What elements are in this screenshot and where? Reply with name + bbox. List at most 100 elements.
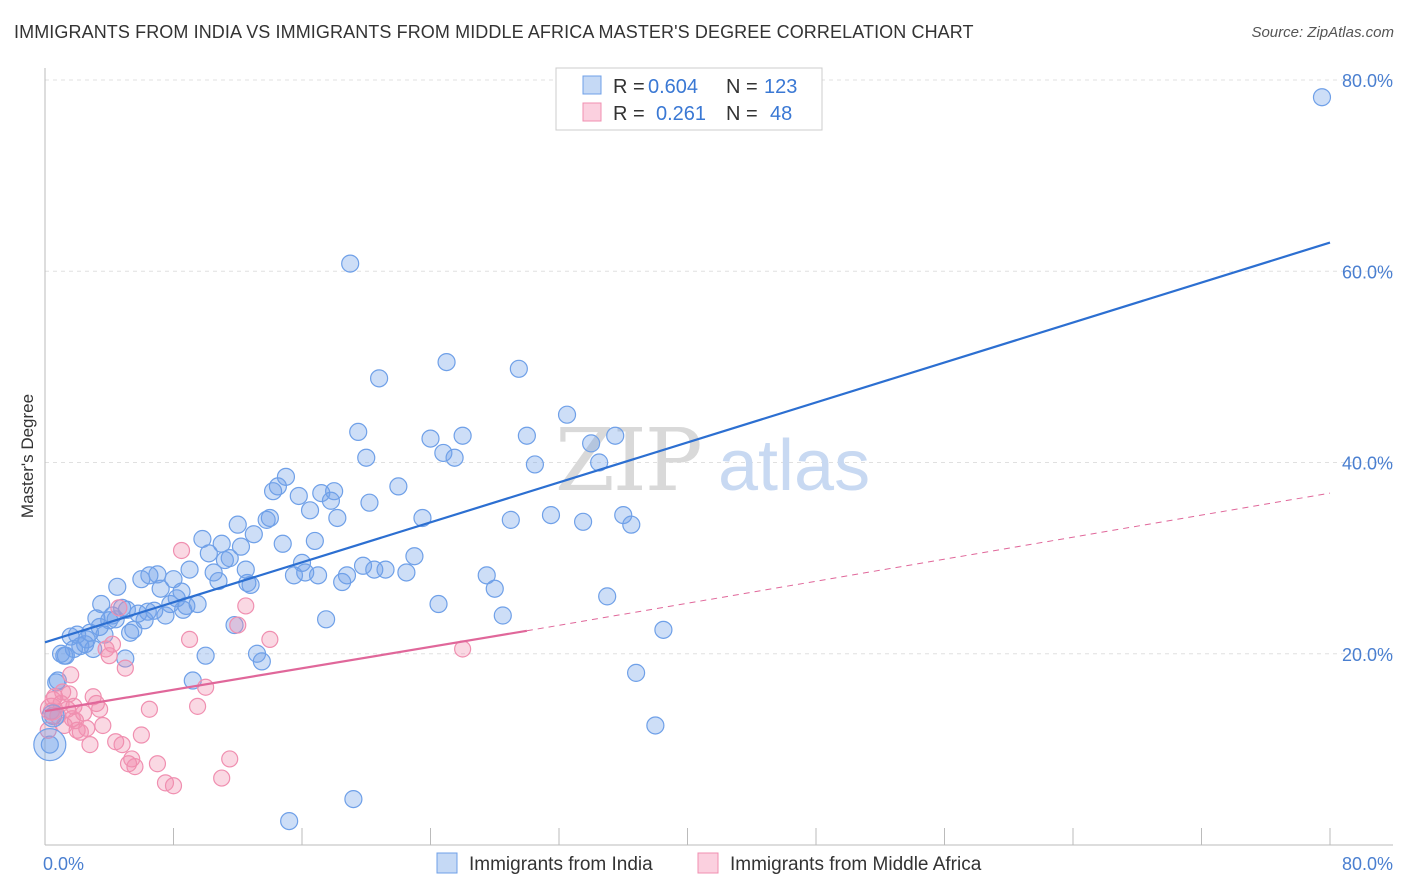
legend-swatch-middle-africa [582,102,602,122]
point-india [493,606,512,625]
point-india [138,602,157,621]
legend-n-label-middle-africa: N = [726,103,758,125]
point-middle-africa [103,635,122,653]
point-middle-africa [213,769,231,787]
point-india [353,556,373,575]
y-tick-label: 40.0% [1342,454,1393,474]
point-middle-africa [197,678,215,696]
point-india [557,405,577,424]
point-india [40,735,59,754]
x-tick-label-max: 80.0% [1342,854,1393,874]
trend-line-india [44,241,1331,644]
watermark-atlas: atlas [718,426,870,506]
point-india [228,515,247,534]
point-india [437,352,456,372]
point-india [231,537,251,556]
point-middle-africa [164,777,183,795]
point-india [121,623,140,642]
legend-r-label-india: R = [613,76,645,98]
point-india [413,508,432,528]
point-india [316,610,336,629]
point-india [397,563,416,582]
point-middle-africa [229,616,247,634]
point-india [341,254,360,273]
point-india [252,652,271,671]
point-middle-africa [94,716,112,735]
point-middle-africa [172,541,191,560]
point-india [108,577,127,596]
point-india [646,716,665,735]
points [33,88,1332,831]
series-legend-swatch-middle-africa [697,852,719,874]
point-middle-africa [140,700,159,718]
point-india [196,646,215,665]
point-india [573,512,593,531]
legend-r-value-india: 0.604 [648,76,698,98]
point-middle-africa [221,750,239,768]
point-india [349,422,368,441]
point-india [151,579,170,598]
legend-n-value-india: 123 [764,76,797,98]
point-middle-africa [116,659,134,677]
point-india [582,434,601,453]
point-india [485,579,504,598]
point-india [1312,88,1332,107]
point-india [308,566,328,585]
tick-labels: 0.0% 80.0% 20.0% 40.0% 60.0% 80.0% [43,71,1393,874]
legend-r-value-middle-africa: 0.261 [656,103,706,125]
y-axis-title: Master's Degree [18,394,37,518]
legend: R = 0.604 N = 123 R = 0.261 N = 48 [555,67,823,131]
point-india [260,508,279,528]
point-india [370,369,389,388]
point-india [209,571,228,591]
point-middle-africa [81,735,99,754]
point-india [77,630,96,649]
point-india [525,455,545,474]
watermark: ZIP atlas [555,411,870,511]
point-india [622,515,641,534]
legend-n-label-india: N = [726,76,758,98]
point-india [376,560,395,579]
point-middle-africa [66,712,85,730]
point-middle-africa [62,666,80,684]
point-india [280,811,299,831]
point-india [477,566,496,585]
point-india [405,547,424,566]
point-india [180,560,199,579]
point-india [276,467,296,486]
point-india [445,448,464,467]
series-legend: Immigrants from India Immigrants from Mi… [436,852,982,875]
point-india [654,620,673,639]
point-india [328,508,347,528]
point-india [434,443,453,463]
point-india [501,510,520,529]
point-india [389,477,408,496]
source-label: Source: ZipAtlas.com [1251,24,1394,41]
point-india [598,587,617,606]
series-legend-label-india: Immigrants from India [469,854,653,875]
point-middle-africa [180,630,199,649]
point-india [421,429,440,448]
point-india [606,426,625,445]
legend-r-label-middle-africa: R = [613,103,645,125]
point-middle-africa [126,757,144,776]
point-india [337,566,357,585]
trend-line-middle-africa-extension [526,492,1331,632]
point-middle-africa [113,735,131,754]
point-india [204,563,223,582]
point-india [509,359,528,378]
point-india [305,531,324,551]
point-middle-africa [132,726,150,744]
point-middle-africa [188,697,207,715]
point-india [300,501,320,520]
point-india [626,663,646,682]
point-india [517,426,536,445]
series-legend-swatch-india [436,852,458,874]
trend-lines [44,241,1331,713]
point-india [344,789,363,809]
point-india [33,727,67,762]
point-india [541,505,561,525]
point-india [429,594,448,614]
y-tick-label: 60.0% [1342,262,1393,282]
